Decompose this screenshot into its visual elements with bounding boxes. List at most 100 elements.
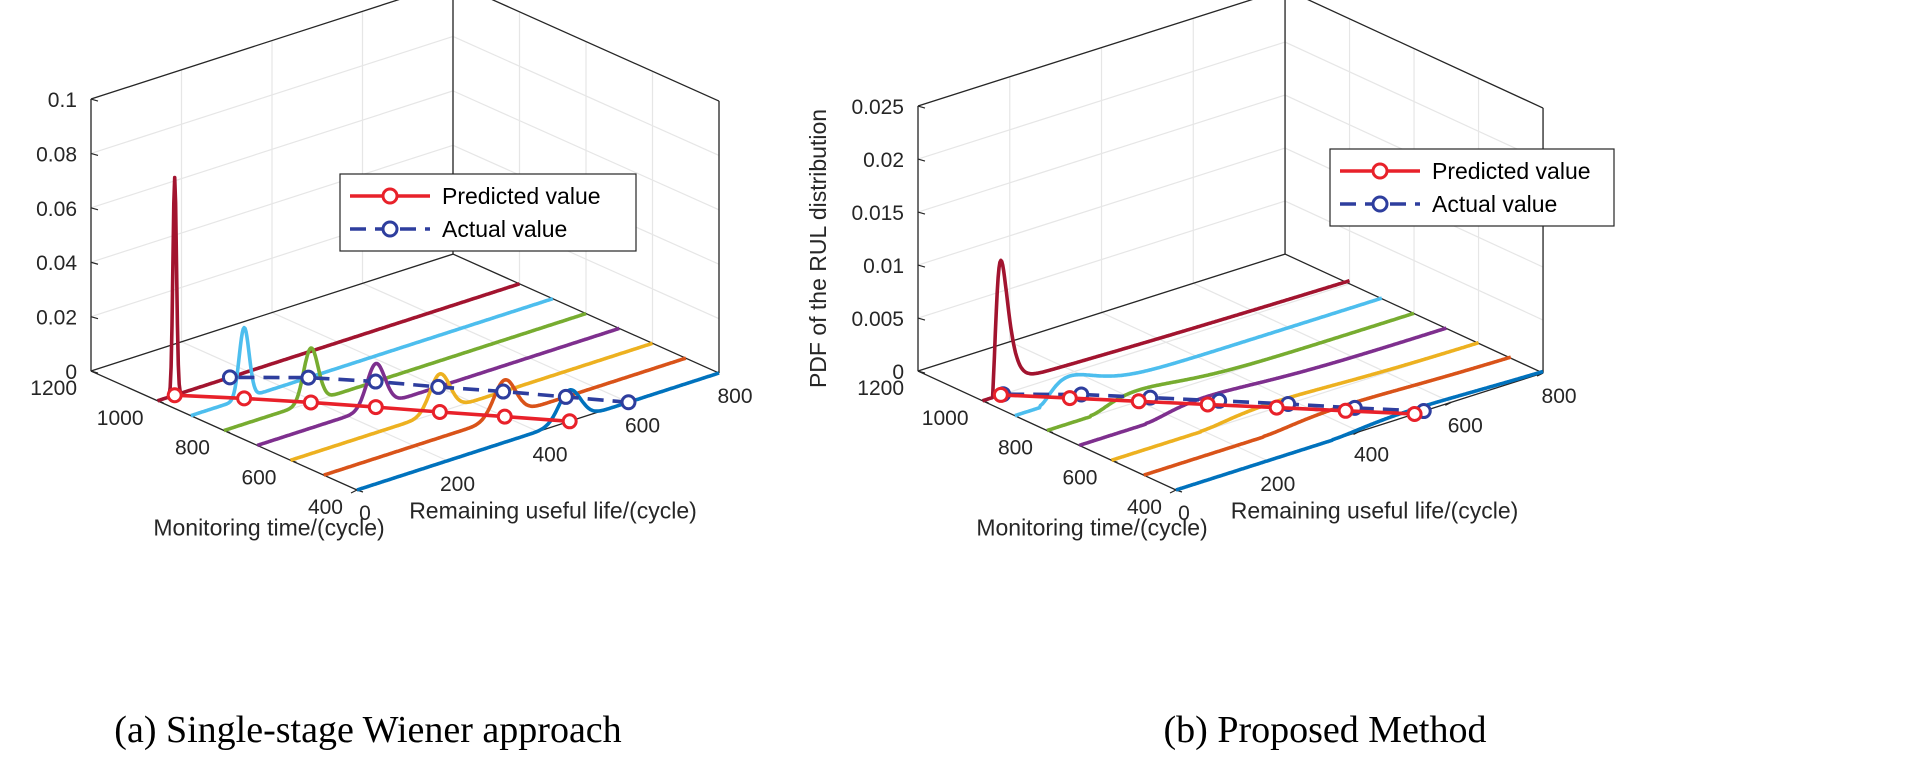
predicted-value-marker (1130, 393, 1147, 410)
predicted-value-marker (302, 394, 319, 411)
z-tick-label: 0.02 (863, 149, 904, 172)
axis-line (917, 0, 1253, 107)
wall-grid-line (90, 144, 454, 263)
z-tick-label: 0.06 (36, 198, 77, 221)
z-tick-label: 0 (65, 361, 77, 384)
pdf-curve (1013, 296, 1383, 418)
z-tick-label: 0.04 (36, 252, 77, 275)
z-tick-mark (90, 261, 99, 265)
pdf-curve (322, 356, 687, 477)
x-tick-label: 600 (1062, 466, 1097, 489)
pdf-curve (981, 258, 1351, 403)
x-tick-label: 1200 (30, 377, 77, 400)
legend-entry-predicted: Predicted value (1432, 158, 1591, 184)
y-tick-label: 600 (625, 414, 660, 437)
x-tick-label: 800 (175, 437, 210, 460)
predicted-value-marker (166, 387, 183, 404)
legend-marker-actual (1371, 195, 1389, 213)
pdf-curve (1078, 326, 1448, 448)
legend-marker-predicted (1371, 162, 1389, 180)
z-tick-mark (917, 370, 926, 374)
z-tick-label: 0.02 (36, 307, 77, 330)
y-tick-label: 400 (532, 444, 567, 467)
y-tick-mark (1353, 430, 1360, 436)
axis-line (90, 0, 400, 100)
figure-caption: (a) Single-stage Wiener approach (114, 709, 621, 751)
pdf-curve (189, 296, 554, 418)
pdf-curve (223, 311, 587, 433)
legend-box (1329, 148, 1615, 227)
axis-line (452, 253, 720, 374)
wall-grid-line (452, 35, 720, 156)
predicted-value-marker (561, 413, 578, 430)
pdf-curve (356, 371, 720, 492)
x-tick-label: 400 (1127, 496, 1162, 519)
axis-line (491, 0, 720, 102)
wall-grid-line (1284, 41, 1544, 162)
z-tick-label: 0.005 (851, 308, 904, 331)
z-tick-mark (917, 264, 926, 268)
z-axis-label: PDF of the RUL distribution (805, 109, 831, 388)
panel-b: 40060080010001200020040060080000.0050.01… (805, 0, 1615, 751)
legend-box (339, 173, 637, 252)
y-tick-label: 200 (440, 473, 475, 496)
actual-value-marker (557, 388, 574, 405)
predicted-value-marker (1199, 396, 1216, 413)
axis-line (917, 253, 1286, 372)
x-tick-label: 1000 (922, 407, 969, 430)
z-tick-label: 0.025 (851, 96, 904, 119)
y-tick-label: 0 (1178, 502, 1190, 525)
panel-a: 40060080010001200020040060080000.020.040… (0, 0, 753, 751)
pdf-curve (1175, 369, 1544, 492)
figure-caption: (b) Proposed Method (1164, 709, 1487, 751)
z-tick-label: 0 (892, 361, 904, 384)
y-tick-label: 200 (1260, 473, 1295, 496)
legend-entry-actual: Actual value (442, 216, 567, 242)
legend-entry-actual: Actual value (1432, 191, 1557, 217)
wall-grid-line (917, 94, 1286, 213)
predicted-value-marker (1268, 399, 1285, 416)
y-tick-label: 800 (717, 385, 752, 408)
z-tick-mark (917, 105, 926, 109)
wall-grid-line (452, 90, 720, 211)
y-tick-label: 0 (359, 502, 371, 525)
wall-grid-line (90, 90, 454, 209)
predicted-value-marker (992, 386, 1009, 403)
predicted-value-marker (431, 404, 448, 421)
z-tick-mark (917, 211, 926, 215)
z-tick-mark (90, 316, 99, 320)
pdf-curve (156, 175, 521, 403)
wall-grid-line (917, 200, 1286, 319)
z-tick-label: 0.08 (36, 143, 77, 166)
x-tick-label: 1000 (97, 407, 144, 430)
actual-value-marker (221, 369, 238, 386)
y-tick-label: 600 (1448, 414, 1483, 437)
x-axis-label: Monitoring time/(cycle) (153, 515, 384, 541)
x-tick-label: 1200 (857, 377, 904, 400)
y-tick-label: 400 (1354, 444, 1389, 467)
predicted-value-marker (236, 390, 253, 407)
predicted-value-marker (367, 399, 384, 416)
wall-grid-line (917, 41, 1286, 160)
actual-value-marker (620, 394, 637, 411)
z-tick-mark (917, 317, 926, 321)
z-tick-mark (90, 98, 99, 102)
z-tick-label: 0.015 (851, 202, 904, 225)
wall-grid-line (1284, 200, 1544, 321)
axis-line (1307, 0, 1544, 109)
actual-value-marker (367, 373, 384, 390)
z-tick-mark (90, 370, 99, 374)
axis-line (90, 253, 454, 372)
pdf-curves (981, 258, 1544, 492)
actual-value-marker (495, 383, 512, 400)
legend: Predicted value Actual value (1329, 148, 1615, 227)
legend-marker-predicted (381, 187, 399, 205)
floor-grid-line (1101, 312, 1360, 433)
x-tick-label: 600 (241, 466, 276, 489)
y-axis-label: Remaining useful life/(cycle) (409, 498, 697, 524)
predicted-value-marker (1406, 405, 1423, 422)
x-tick-label: 400 (308, 496, 343, 519)
predicted-value-marker (1061, 390, 1078, 407)
